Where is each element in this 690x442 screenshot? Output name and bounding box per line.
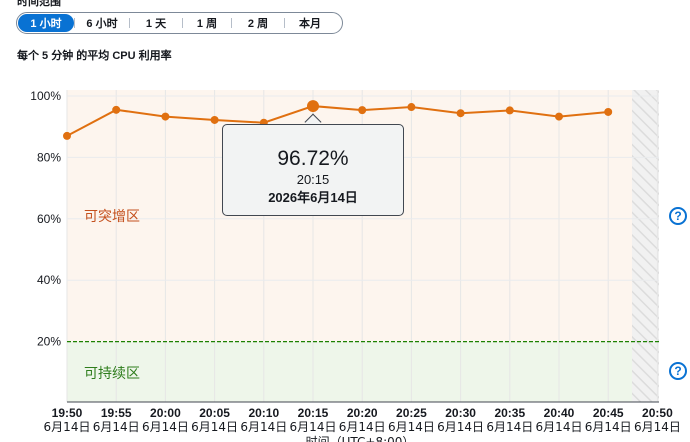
x-tick-time-label: 20:15 (298, 406, 329, 420)
y-tick-label: 60% (37, 212, 61, 226)
x-tick-time-label: 20:25 (396, 406, 427, 420)
x-tick-date-label: 6月14日 (93, 420, 140, 434)
x-tick-date-label: 6月14日 (486, 420, 533, 434)
x-tick-time-label: 19:55 (101, 406, 132, 420)
segment-separator (74, 18, 75, 28)
y-tick-label: 40% (37, 273, 61, 287)
tooltip-date: 2026年6月14日 (268, 190, 358, 205)
x-tick-date-label: 6月14日 (585, 420, 632, 434)
x-axis-title: 时间（UTC+8:00） (306, 435, 415, 442)
segment-separator (182, 18, 183, 28)
x-tick-date-label: 6月14日 (191, 420, 238, 434)
x-tick-time-label: 20:30 (445, 406, 476, 420)
x-tick-time-label: 20:20 (347, 406, 378, 420)
data-point (358, 106, 367, 115)
y-tick-label: 100% (30, 89, 61, 103)
x-tick-time-label: 20:35 (494, 406, 525, 420)
x-tick-date-label: 6月14日 (240, 420, 287, 434)
time-range-option[interactable]: 6 小时 (86, 18, 118, 30)
x-tick-date-label: 6月14日 (339, 420, 386, 434)
x-tick-time-label: 20:40 (544, 406, 575, 420)
time-range-selector: 1 小时 6 小时 1 天 1 周 2 周 本月 (16, 12, 343, 34)
data-point (161, 112, 170, 121)
time-range-option[interactable]: 本月 (299, 18, 321, 30)
highlighted-data-point (307, 100, 319, 113)
data-point (456, 109, 465, 118)
data-point (555, 112, 563, 121)
future-hatched-area (632, 90, 659, 402)
y-tick-label: 20% (37, 335, 61, 349)
data-point (505, 106, 514, 115)
x-tick-date-label: 6月14日 (437, 420, 484, 434)
x-tick-date-label: 6月14日 (142, 420, 189, 434)
x-tick-date-label: 6月14日 (634, 420, 681, 434)
x-tick-time-label: 20:10 (248, 406, 279, 420)
time-range-option[interactable]: 1 周 (196, 18, 218, 30)
x-tick-time-label: 20:50 (642, 406, 673, 420)
segment-separator (231, 18, 232, 28)
cpu-series-line (66, 105, 609, 137)
time-range-option[interactable]: 1 小时 (18, 14, 74, 32)
x-tick-date-label: 6月14日 (44, 420, 91, 434)
segment-separator (129, 18, 130, 28)
segment-separator (284, 18, 285, 28)
chart-title: 每个 5 分钟 的平均 CPU 利用率 (17, 50, 172, 62)
data-point (210, 115, 219, 124)
sustain-zone-area (67, 341, 632, 402)
x-tick-time-label: 20:00 (150, 406, 181, 420)
data-point (407, 103, 416, 112)
burst-zone-label: 可突增区 (84, 209, 140, 225)
burst-zone-help-icon[interactable]: ? (669, 207, 687, 225)
y-tick-label: 80% (37, 150, 61, 164)
sustain-zone-help-icon[interactable]: ? (669, 362, 687, 380)
x-tick-time-label: 20:05 (199, 406, 230, 420)
x-tick-date-label: 6月14日 (290, 420, 337, 434)
time-range-option[interactable]: 2 周 (247, 18, 269, 30)
x-tick-time-label: 19:50 (52, 406, 83, 420)
x-tick-date-label: 6月14日 (388, 420, 435, 434)
x-tick-date-label: 6月14日 (536, 420, 583, 434)
data-point (604, 107, 613, 116)
time-range-title: 时间范围 (17, 0, 61, 8)
x-tick-time-label: 20:45 (593, 406, 624, 420)
sustain-zone-label: 可持续区 (84, 365, 140, 382)
data-point (63, 131, 71, 140)
data-point-tooltip: 96.72% 20:15 2026年6月14日 (222, 124, 404, 216)
time-range-option[interactable]: 1 天 (145, 18, 167, 30)
tooltip-time: 20:15 (296, 172, 330, 187)
tooltip-value: 96.72% (277, 147, 349, 170)
data-point (112, 105, 121, 114)
